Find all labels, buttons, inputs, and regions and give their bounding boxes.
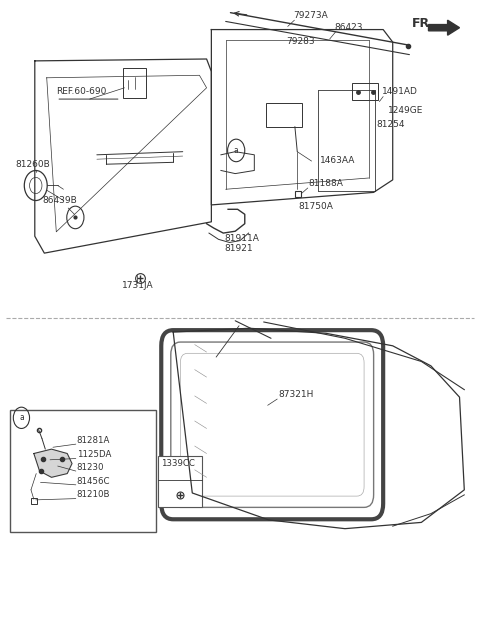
Bar: [266, 103, 302, 126]
Text: 1731JA: 1731JA: [121, 281, 153, 290]
Text: 79273A: 79273A: [293, 11, 328, 19]
Text: a: a: [234, 146, 239, 155]
Text: a: a: [19, 413, 24, 422]
Text: 86439B: 86439B: [42, 196, 77, 205]
Text: 86423: 86423: [335, 23, 363, 31]
Polygon shape: [34, 449, 72, 477]
Text: 79283: 79283: [286, 37, 314, 46]
Text: 81911A: 81911A: [225, 233, 260, 243]
Bar: [10, 410, 156, 532]
Text: 1249GE: 1249GE: [388, 106, 423, 115]
Bar: [352, 83, 378, 101]
Text: 1491AD: 1491AD: [382, 87, 418, 96]
Text: 81260B: 81260B: [16, 160, 50, 169]
Text: 81230: 81230: [77, 463, 104, 472]
Bar: [123, 69, 146, 99]
Text: 87321H: 87321H: [278, 390, 313, 399]
Text: 81281A: 81281A: [77, 436, 110, 445]
Text: 81750A: 81750A: [298, 203, 333, 211]
Bar: [158, 456, 202, 508]
Text: 1125DA: 1125DA: [77, 450, 111, 459]
Text: 1463AA: 1463AA: [320, 156, 356, 165]
Text: 1339CC: 1339CC: [161, 459, 195, 468]
Text: 81254: 81254: [376, 120, 405, 129]
Text: FR.: FR.: [412, 17, 435, 30]
Text: 81188A: 81188A: [309, 179, 344, 188]
Text: REF.60-690: REF.60-690: [56, 87, 107, 96]
Text: 81210B: 81210B: [77, 491, 110, 499]
Text: 81921: 81921: [225, 243, 253, 253]
Polygon shape: [429, 20, 459, 35]
Text: 81456C: 81456C: [77, 477, 110, 486]
